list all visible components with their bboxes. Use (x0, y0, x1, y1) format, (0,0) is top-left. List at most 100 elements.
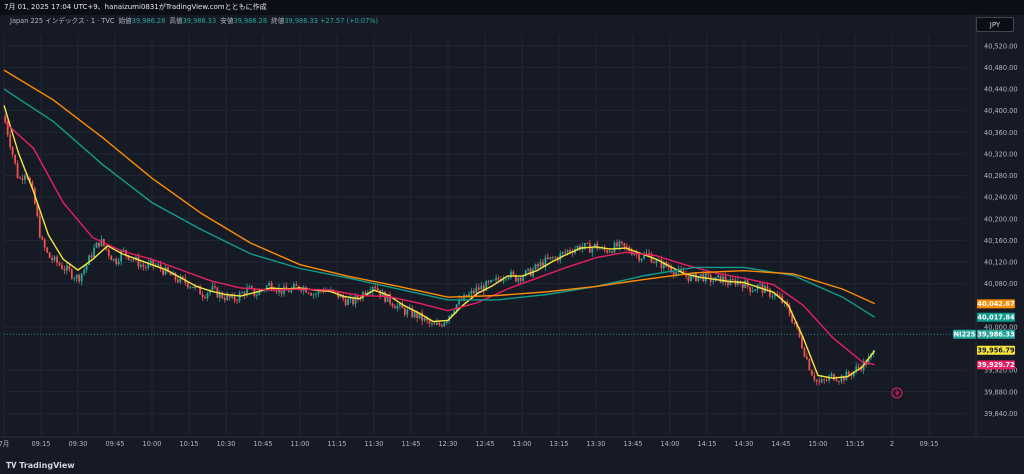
candle-body (130, 259, 132, 261)
candle-body (344, 298, 347, 306)
candle-body (428, 320, 431, 324)
candle-body (14, 154, 16, 164)
x-tick-label: 09:15 (919, 440, 938, 448)
x-tick-label: 10:45 (253, 440, 272, 448)
candle-body (359, 298, 362, 300)
candle-body (835, 380, 838, 382)
candle-body (453, 311, 456, 314)
candle-body (685, 274, 687, 277)
candle-body (579, 245, 581, 250)
symbol-tag (953, 329, 976, 339)
y-tick-label: 40,520.00 (984, 42, 1018, 50)
candle-body (221, 292, 224, 298)
x-tick-label: 12:30 (438, 440, 457, 448)
candle-body (58, 262, 61, 266)
x-tick-label: 13:00 (512, 440, 531, 448)
candle-body (847, 371, 850, 375)
candle-body (524, 270, 527, 277)
y-tick-label: 40,440.00 (984, 86, 1018, 94)
candle-body (238, 292, 241, 301)
candle-body (339, 294, 342, 298)
candle-body (507, 277, 510, 279)
price-chart[interactable]: 40,520.00 40,480.00 40,440.00 40,400.00 40,3… (0, 15, 1024, 458)
candle-body (490, 280, 493, 283)
currency-button[interactable]: JPY (976, 17, 1014, 32)
candle-body (850, 374, 853, 376)
x-tick-label: 13:30 (586, 440, 605, 448)
candle-body (840, 376, 843, 382)
candle-body (93, 247, 95, 258)
price-tag (977, 312, 1015, 322)
candle-body (588, 243, 591, 253)
candle-body (773, 294, 776, 297)
candle-body (537, 264, 539, 267)
candle-body (505, 278, 507, 280)
candle-body (527, 268, 530, 271)
candle-body (855, 366, 858, 372)
candle-body (815, 379, 818, 382)
candle-body (61, 265, 63, 270)
candle-body (754, 289, 756, 292)
candle-body (268, 282, 271, 286)
candle-body (142, 264, 145, 267)
candle-body (672, 271, 675, 275)
candle-body (606, 250, 608, 253)
candle-body (391, 303, 394, 307)
candle-body (643, 253, 645, 259)
candle-body (791, 314, 793, 323)
tradingview-logo-icon: 𝐓𝐕 (6, 461, 20, 470)
candle-body (482, 285, 485, 291)
candle-body (692, 273, 695, 276)
x-tick-label: 11:30 (364, 440, 383, 448)
y-tick-label: 40,120.00 (984, 259, 1018, 267)
candle-body (201, 294, 204, 298)
price-tag (977, 360, 1015, 370)
candle-body (492, 279, 495, 281)
candle-body (514, 274, 517, 282)
candle-body (618, 241, 621, 247)
candle-body (251, 286, 253, 288)
candle-body (445, 320, 448, 323)
y-tick-label: 40,000.00 (984, 323, 1018, 331)
candle-body (561, 252, 564, 254)
candle-body (157, 264, 160, 266)
candle-body (551, 257, 554, 259)
footer: 𝐓𝐕 TradingView (0, 458, 1024, 474)
moving-average-line (3, 69, 875, 305)
candle-body (616, 242, 618, 247)
candle-body (181, 276, 184, 279)
candle-body (517, 277, 520, 282)
legend-low-label: 安値 (220, 17, 234, 25)
x-tick-label: 10:30 (216, 440, 235, 448)
candle-body (403, 308, 406, 315)
candle-body (63, 269, 66, 271)
candle-body (4, 116, 7, 122)
candle-body (788, 306, 791, 315)
candle-body (475, 287, 478, 294)
price-tag-value: 39,956.79 (977, 347, 1015, 355)
y-tick-label: 40,360.00 (984, 129, 1018, 137)
candle-body (793, 322, 796, 325)
moving-average-line (3, 120, 875, 366)
legend-low: 39,986.28 (233, 17, 268, 25)
candle-body (662, 262, 665, 269)
candle-body (798, 327, 801, 337)
candle-body (179, 276, 182, 283)
price-tag (977, 299, 1015, 309)
price-tag-value: 39,929.72 (977, 361, 1015, 369)
candle-body (379, 290, 382, 297)
candle-body (342, 294, 345, 299)
candle-body (110, 255, 113, 261)
candle-body (85, 265, 88, 270)
candle-body (100, 238, 103, 247)
x-tick-label: 13:15 (549, 440, 568, 448)
candle-body (852, 371, 855, 376)
y-tick-label: 39,840.00 (984, 410, 1018, 418)
candle-body (473, 290, 475, 294)
candle-body (21, 178, 24, 180)
candle-body (357, 295, 359, 299)
candle-body (31, 181, 34, 188)
candle-body (727, 282, 729, 286)
candle-body (741, 283, 744, 288)
candle-body (593, 243, 596, 248)
